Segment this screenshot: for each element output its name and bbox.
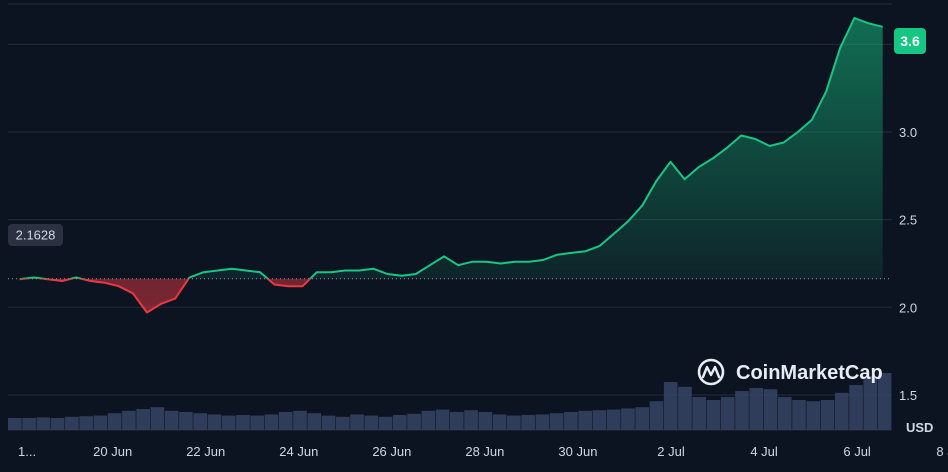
volume-bar xyxy=(150,407,165,430)
price-line-down xyxy=(19,278,312,314)
volume-bar xyxy=(50,418,65,430)
volume-bar xyxy=(107,413,122,430)
volume-bar xyxy=(649,401,664,430)
volume-bar xyxy=(364,415,379,430)
volume-bar xyxy=(307,413,322,430)
volume-bar xyxy=(378,416,393,430)
current-price-label: 3.6 xyxy=(900,33,920,49)
x-tick-label: 20 Jun xyxy=(93,444,132,459)
x-tick-label: 24 Jun xyxy=(279,444,318,459)
reference-price-label: 2.1628 xyxy=(16,228,56,243)
volume-bar xyxy=(663,382,678,430)
volume-bar xyxy=(834,392,849,430)
volume-bar xyxy=(350,414,364,430)
volume-bar xyxy=(749,388,764,430)
volume-bar xyxy=(735,391,749,430)
volume-bar xyxy=(335,416,350,430)
volume-bar xyxy=(421,410,436,430)
volume-bar xyxy=(136,409,150,430)
area-above-reference xyxy=(23,18,883,279)
volume-bar xyxy=(22,418,36,430)
y-tick-label: 1.5 xyxy=(899,388,917,403)
volume-bar xyxy=(236,415,250,430)
volume-bar xyxy=(606,409,621,430)
volume-bar xyxy=(122,410,136,430)
volume-bar xyxy=(535,414,550,430)
volume-bar xyxy=(863,376,878,430)
volume-bar xyxy=(777,397,792,430)
volume-bar xyxy=(720,397,735,430)
reference-price-badge: 2.1628 xyxy=(8,224,63,246)
x-axis: 1... 20 Jun 22 Jun 24 Jun 26 Jun 28 Jun 30 Jun… xyxy=(18,444,948,459)
volume-bar xyxy=(36,417,51,430)
volume-bar xyxy=(549,413,564,430)
coinmarketcap-watermark: CoinMarketCap xyxy=(697,358,883,386)
volume-bar xyxy=(763,389,778,430)
y-axis: 1.52.02.53.03.5 xyxy=(899,37,917,403)
volume-bar xyxy=(464,410,478,430)
current-price-badge: 3.6 xyxy=(894,28,926,54)
x-tick-label: 28 Jun xyxy=(465,444,504,459)
volume-bar xyxy=(79,416,93,430)
volume-bar xyxy=(407,413,421,430)
volume-bar xyxy=(207,414,222,430)
volume-bar xyxy=(435,409,450,430)
volume-bar xyxy=(221,415,236,430)
x-tick-label: 2 Jul xyxy=(657,444,685,459)
x-tick-label: 8 Jul xyxy=(936,444,948,459)
volume-bar xyxy=(264,414,279,430)
volume-bar xyxy=(521,415,535,430)
x-tick-label: 1... xyxy=(18,444,36,459)
volume-bar xyxy=(321,415,336,430)
volume-bars xyxy=(8,373,892,430)
volume-bar xyxy=(478,412,493,430)
price-area xyxy=(19,18,883,313)
volume-bar xyxy=(806,401,821,430)
volume-bar xyxy=(692,397,707,430)
volume-bar xyxy=(635,407,650,430)
volume-bar xyxy=(849,385,863,430)
volume-bar xyxy=(621,408,635,430)
volume-bar xyxy=(93,415,108,430)
volume-bar xyxy=(792,400,806,430)
y-tick-label: 2.5 xyxy=(899,213,917,228)
volume-bar xyxy=(678,386,692,430)
price-line xyxy=(19,17,883,314)
y-unit-label: USD xyxy=(906,420,933,435)
y-tick-label: 3.0 xyxy=(899,125,917,140)
volume-bar xyxy=(450,412,464,430)
volume-bar xyxy=(179,412,193,430)
watermark-text: CoinMarketCap xyxy=(736,362,883,384)
volume-bar xyxy=(193,413,208,430)
coinmarketcap-logo-icon xyxy=(697,358,725,386)
volume-bar xyxy=(250,415,265,430)
x-tick-label: 26 Jun xyxy=(372,444,411,459)
volume-bar xyxy=(164,410,179,430)
y-tick-label: 2.0 xyxy=(899,300,917,315)
price-line-up xyxy=(19,17,883,279)
volume-bar xyxy=(492,414,507,430)
volume-bar xyxy=(706,400,721,430)
x-tick-label: 30 Jun xyxy=(558,444,597,459)
x-tick-label: 22 Jun xyxy=(186,444,225,459)
volume-bar xyxy=(392,415,407,430)
volume-bar xyxy=(278,412,293,430)
volume-bar xyxy=(65,416,79,430)
volume-bar xyxy=(8,418,22,430)
volume-bar xyxy=(507,415,521,430)
volume-bar xyxy=(592,410,607,430)
volume-bar xyxy=(820,400,835,430)
volume-bar xyxy=(877,373,892,430)
x-tick-label: 6 Jul xyxy=(843,444,871,459)
volume-bar xyxy=(564,412,578,430)
volume-bar xyxy=(293,410,307,430)
x-tick-label: 4 Jul xyxy=(750,444,778,459)
volume-bar xyxy=(578,410,592,430)
